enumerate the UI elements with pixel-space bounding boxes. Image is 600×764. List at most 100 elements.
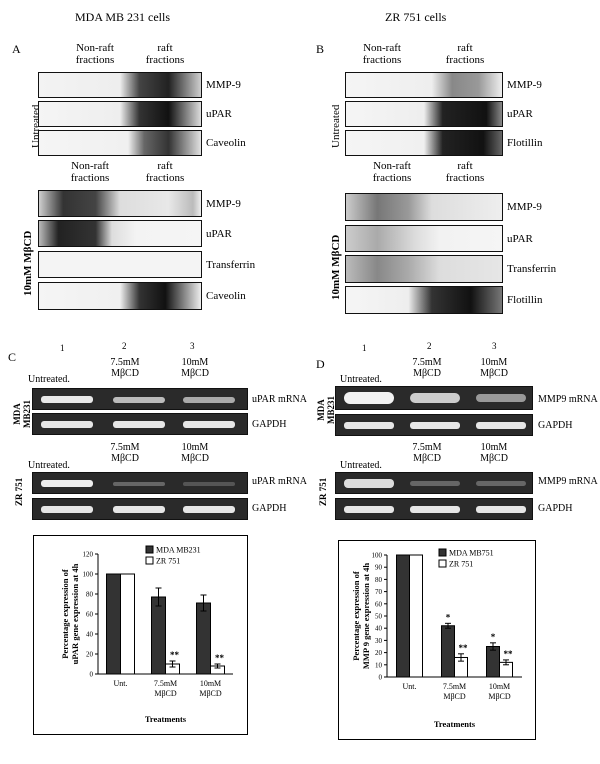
cell-line-label: MDA MB231	[316, 396, 336, 424]
x-tick-label: Unt.	[114, 679, 128, 688]
gel-strip	[335, 386, 533, 410]
gene-label: MMP9 mRNA	[538, 476, 598, 487]
x-tick-label: Unt.	[403, 682, 417, 691]
gene-label: MMP9 mRNA	[538, 394, 598, 405]
blot-label: uPAR	[507, 108, 533, 120]
bar	[441, 625, 455, 678]
y-tick-label: 80	[375, 576, 383, 584]
legend-label: ZR 751	[156, 557, 180, 566]
y-tick-label: 40	[375, 625, 383, 633]
treatment-label: Untreated.	[28, 374, 70, 385]
cell-line-label: ZR 751	[14, 477, 24, 506]
blot-strip	[38, 282, 202, 310]
gene-label: GAPDH	[538, 503, 573, 514]
legend-swatch	[145, 556, 154, 565]
y-tick-label: 10	[375, 661, 383, 669]
blot-label: Transferrin	[206, 259, 256, 271]
blot-strip	[345, 193, 503, 221]
blot-strip	[345, 72, 503, 98]
x-tick-label: 10mM	[200, 679, 221, 688]
x-tick-label: 7.5mM	[443, 682, 466, 691]
treatment-label: 10mM MβCD	[181, 357, 209, 379]
raft-header: raft fractions	[145, 160, 185, 184]
blot-strip	[38, 72, 202, 98]
x-tick-label: 7.5mM	[154, 679, 177, 688]
bar	[196, 602, 211, 675]
gene-label: uPAR mRNA	[252, 394, 307, 405]
treatment-label: Untreated.	[28, 460, 70, 471]
blot-label: uPAR	[206, 228, 232, 240]
gene-label: GAPDH	[252, 419, 287, 430]
y-tick-label: 40	[86, 631, 94, 639]
y-tick-label: 30	[375, 637, 383, 645]
cell-line-label: ZR 751	[318, 477, 328, 506]
blot-label: MMP-9	[507, 79, 542, 91]
blot-label: MMP-9	[206, 198, 241, 210]
blot-strip	[38, 130, 202, 156]
legend-swatch	[145, 545, 154, 554]
significance-marker: *	[446, 612, 451, 622]
legend-swatch	[438, 548, 447, 557]
gel-strip	[32, 388, 248, 410]
bar	[151, 596, 166, 675]
blot-strip	[345, 255, 503, 283]
y-tick-label: 80	[86, 591, 94, 599]
x-tick-label: MβCD	[488, 692, 511, 701]
y-axis-label: uPAR gene expression at 4h	[70, 563, 80, 664]
y-tick-label: 0	[379, 674, 383, 682]
header-mda: MDA MB 231 cells	[75, 10, 171, 24]
treatment-label: 10mM MβCD	[480, 357, 508, 379]
x-axis-label: Treatments	[145, 714, 187, 724]
lane-number: 3	[492, 341, 497, 351]
raft-header: raft fractions	[145, 42, 185, 66]
bar	[106, 573, 121, 675]
lane-number: 2	[427, 341, 432, 351]
x-axis-label: Treatments	[434, 719, 476, 729]
blot-strip	[345, 225, 503, 252]
blot-strip	[38, 101, 202, 127]
lane-number: 2	[122, 341, 127, 351]
blot-label: uPAR	[206, 108, 232, 120]
blot-strip	[345, 101, 503, 127]
bar-chart-upar: 0 20 40 60 80 100 120 Percentage expression of u…	[60, 545, 233, 724]
bar	[409, 554, 423, 678]
y-tick-label: 50	[375, 613, 383, 621]
nonraft-header: Non-raft fractions	[362, 42, 402, 66]
treatment-label: 7.5mM MβCD	[412, 357, 442, 379]
treatment-label: Untreated.	[340, 374, 382, 385]
legend-swatch	[438, 559, 447, 568]
bar	[120, 573, 135, 675]
treatment-label: 7.5mM MβCD	[110, 442, 140, 464]
blot-label: Flotillin	[507, 137, 543, 149]
chart-box: 0 10 20 30 40 50 60 70 80 90 100 Percentage express…	[338, 540, 536, 740]
y-tick-label: 60	[86, 611, 94, 619]
blot-label: Transferrin	[507, 263, 557, 275]
mbcd-label: 10mM MβCD	[330, 234, 342, 300]
y-tick-label: 120	[83, 551, 94, 559]
raft-header: raft fractions	[445, 42, 485, 66]
x-tick-label: 10mM	[489, 682, 510, 691]
blot-strip	[38, 251, 202, 278]
y-tick-label: 60	[375, 600, 383, 608]
y-tick-label: 20	[86, 651, 94, 659]
panel-label-d: D	[316, 357, 325, 371]
gene-label: GAPDH	[538, 420, 573, 431]
significance-marker: **	[170, 650, 180, 660]
nonraft-header: Non-raft fractions	[372, 160, 412, 184]
panel-label-b: B	[316, 42, 325, 56]
bar-chart-mmp9: 0 10 20 30 40 50 60 70 80 90 100 Percentage express…	[351, 548, 522, 729]
treatment-label: 10mM MβCD	[181, 442, 209, 464]
treatment-label: 7.5mM MβCD	[110, 357, 140, 379]
x-tick-label: MβCD	[199, 689, 222, 698]
blot-strip	[345, 286, 503, 314]
gel-strip	[335, 414, 533, 436]
y-axis-label: MMP 9 gene expression at 4h	[361, 563, 371, 670]
blot-label: Caveolin	[206, 290, 246, 302]
treatment-label: 10mM MβCD	[480, 442, 508, 464]
y-axis-label: Percentage expression of	[351, 571, 361, 661]
legend-label: MDA MB231	[156, 546, 201, 555]
header-zr: ZR 751 cells	[385, 10, 447, 24]
blot-strip	[345, 130, 503, 156]
bar	[486, 646, 500, 678]
lane-number: 1	[60, 343, 65, 353]
